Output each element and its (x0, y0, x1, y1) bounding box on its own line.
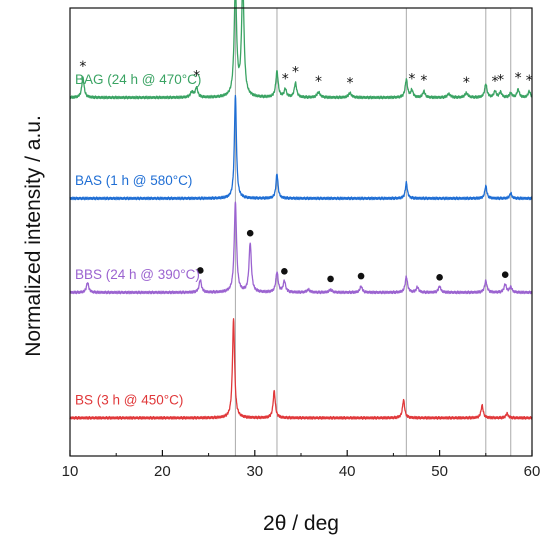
star-marker-5: * (315, 74, 322, 90)
x-tick-label-1: 20 (154, 463, 171, 480)
star-marker-7: * (408, 72, 415, 88)
y-axis-label: Normalized intensity / a.u. (22, 115, 45, 357)
series-line-3 (69, 318, 533, 420)
star-marker-11: * (497, 73, 504, 89)
star-marker-10: * (492, 74, 499, 90)
x-tick-label-0: 10 (62, 463, 79, 480)
peak-markers: ************** (79, 59, 533, 283)
series-label-0: BAG (24 h @ 470°C) (75, 72, 201, 87)
star-marker-13: * (526, 73, 533, 89)
x-tick-label-2: 30 (246, 463, 263, 480)
x-axis-label: 2θ / deg (263, 512, 339, 535)
star-marker-4: * (292, 65, 299, 81)
dot-marker-1 (246, 229, 254, 237)
series-line-2 (69, 201, 533, 295)
dot-marker-0 (196, 267, 204, 274)
x-tick-label-5: 60 (524, 463, 541, 480)
star-marker-3: * (282, 71, 289, 87)
star-marker-9: * (463, 75, 470, 91)
x-axis-ticks: 10 20 30 40 50 60 (62, 450, 541, 480)
star-marker-12: * (515, 71, 522, 87)
series-labels: BAG (24 h @ 470°C) BAS (1 h @ 580°C) BBS (… (75, 72, 201, 407)
dot-marker-3 (327, 275, 334, 283)
star-marker-1: * (193, 69, 200, 85)
series-lines (69, 0, 533, 420)
series-line-1 (69, 94, 533, 201)
dot-marker-4 (357, 272, 365, 280)
dot-marker-5 (436, 274, 443, 281)
series-label-1: BAS (1 h @ 580°C) (75, 173, 192, 188)
series-line-0 (69, 0, 533, 100)
series-label-2: BBS (24 h @ 390°C) (75, 267, 200, 282)
dot-marker-2 (281, 268, 288, 275)
star-marker-8: * (420, 73, 427, 89)
x-tick-label-4: 50 (431, 463, 448, 480)
star-marker-0: * (79, 59, 86, 75)
dot-marker-6 (501, 271, 509, 278)
series-label-3: BS (3 h @ 450°C) (75, 392, 183, 407)
star-marker-6: * (346, 76, 353, 92)
x-tick-label-3: 40 (339, 463, 356, 480)
